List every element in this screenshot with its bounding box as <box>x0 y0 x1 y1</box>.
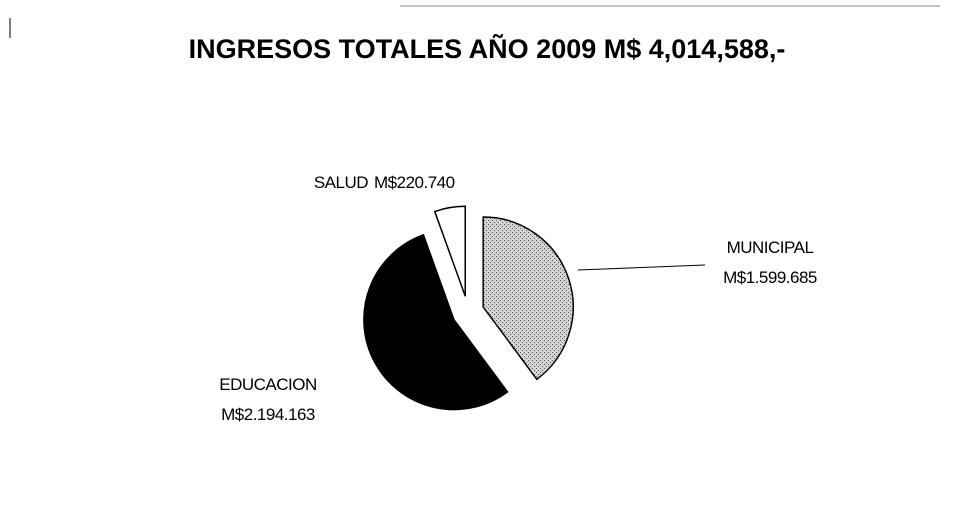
slice-value-label: M$2.194.163 <box>221 405 315 424</box>
slice-texture <box>483 216 574 380</box>
slice-value-label: M$1.599.685 <box>723 268 817 287</box>
slice-label: EDUCACION <box>219 375 317 394</box>
leader-line <box>577 264 706 271</box>
slice-label: SALUD <box>314 173 368 192</box>
chart-title: INGRESOS TOTALES AÑO 2009 M$ 4,014,588,- <box>189 33 786 64</box>
pie-slice <box>363 233 509 411</box>
slice-value-label: M$220.740 <box>374 173 455 192</box>
pie-slice <box>433 205 466 297</box>
slice-label: MUNICIPAL <box>727 238 814 257</box>
